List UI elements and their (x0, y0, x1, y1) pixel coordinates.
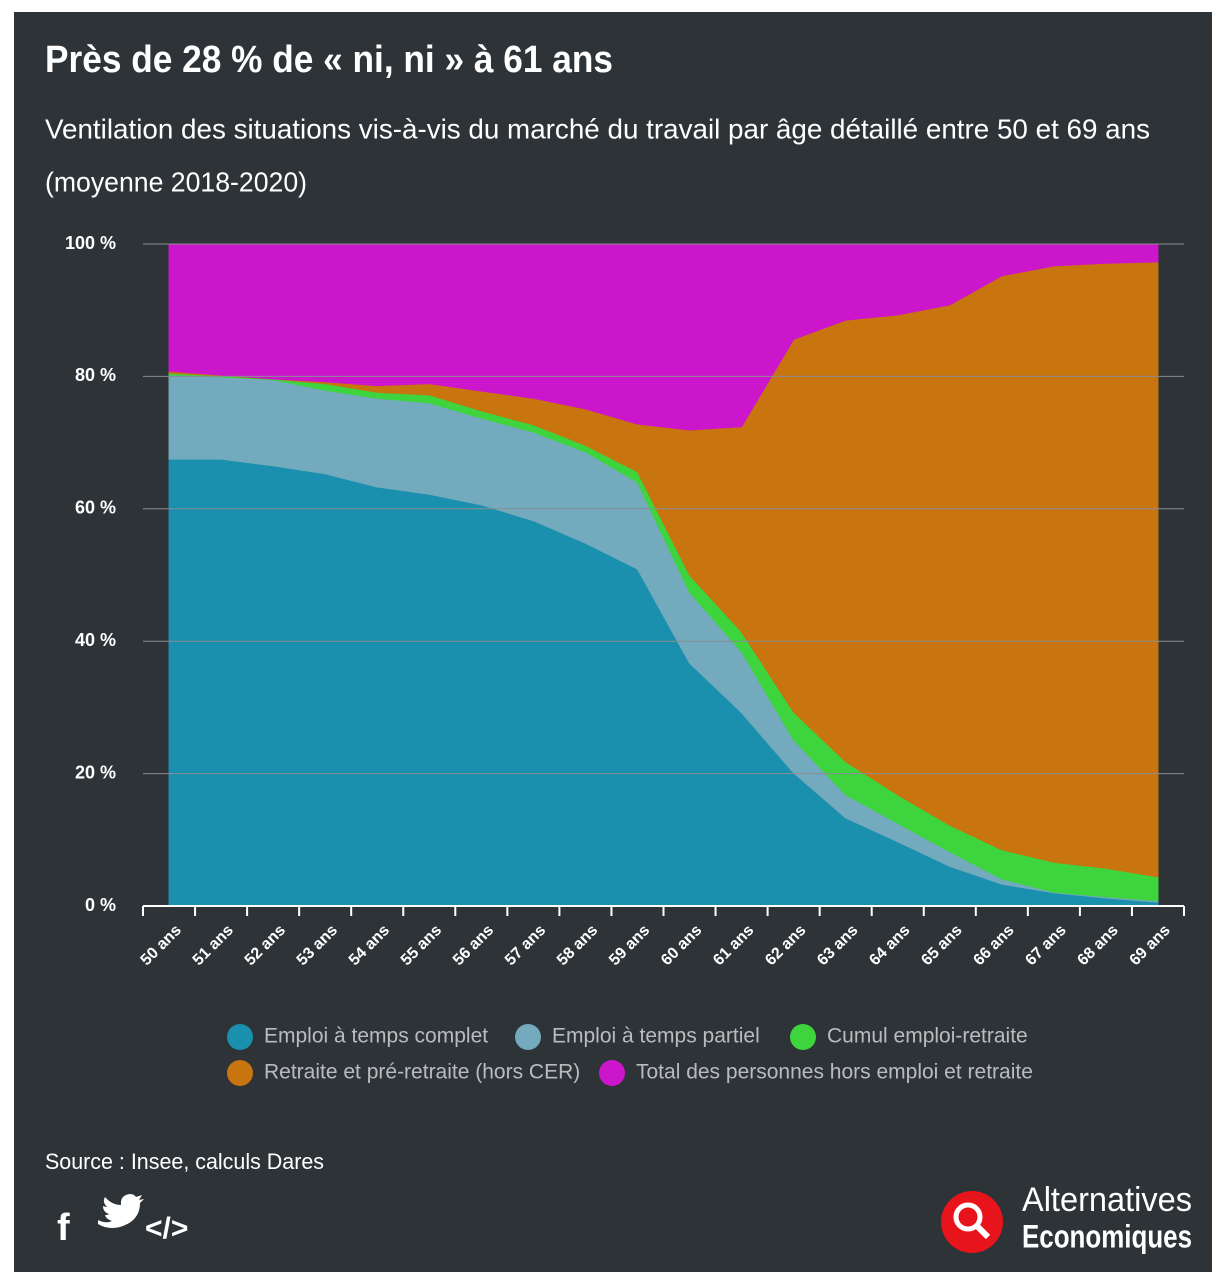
logo-text: Alternatives (1022, 1181, 1192, 1219)
legend-label: Retraite et pré-retraite (hors CER) (264, 1061, 580, 1084)
chart-subtitle: (moyenne 2018-2020) (45, 166, 307, 197)
logo-text: Economiques (1022, 1218, 1192, 1254)
chart-title: Près de 28 % de « ni, ni » à 61 ans (45, 39, 613, 81)
twitter-icon[interactable] (98, 1194, 144, 1228)
legend-label: Emploi à temps partiel (552, 1025, 760, 1048)
legend-marker (515, 1024, 541, 1050)
legend-label: Cumul emploi-retraite (827, 1025, 1028, 1048)
logo-handle (974, 1223, 991, 1240)
y-tick-label: 0 % (85, 895, 116, 915)
embed-icon[interactable]: </> (145, 1212, 188, 1245)
legend-marker (790, 1024, 816, 1050)
source: Source : Insee, calculs Dares (45, 1149, 324, 1174)
facebook-icon[interactable]: f (57, 1207, 70, 1249)
legend-marker (227, 1060, 253, 1086)
y-tick-label: 60 % (75, 498, 116, 518)
logo-circle (941, 1191, 1003, 1253)
logo-glass (953, 1202, 983, 1232)
social-icons[interactable]: f </> (57, 1194, 188, 1249)
legend-marker (599, 1060, 625, 1086)
y-tick-label: 20 % (75, 762, 116, 782)
legend-label: Total des personnes hors emploi et retra… (636, 1061, 1033, 1084)
legend-label: Emploi à temps complet (264, 1025, 488, 1048)
y-tick-label: 40 % (75, 630, 116, 650)
legend-marker (227, 1024, 253, 1050)
logo: Alternatives Economiques (941, 1181, 1192, 1254)
y-tick-label: 80 % (75, 365, 116, 385)
y-tick-label: 100 % (65, 233, 116, 253)
chart-subtitle: Ventilation des situations vis-à-vis du … (45, 113, 1150, 144)
